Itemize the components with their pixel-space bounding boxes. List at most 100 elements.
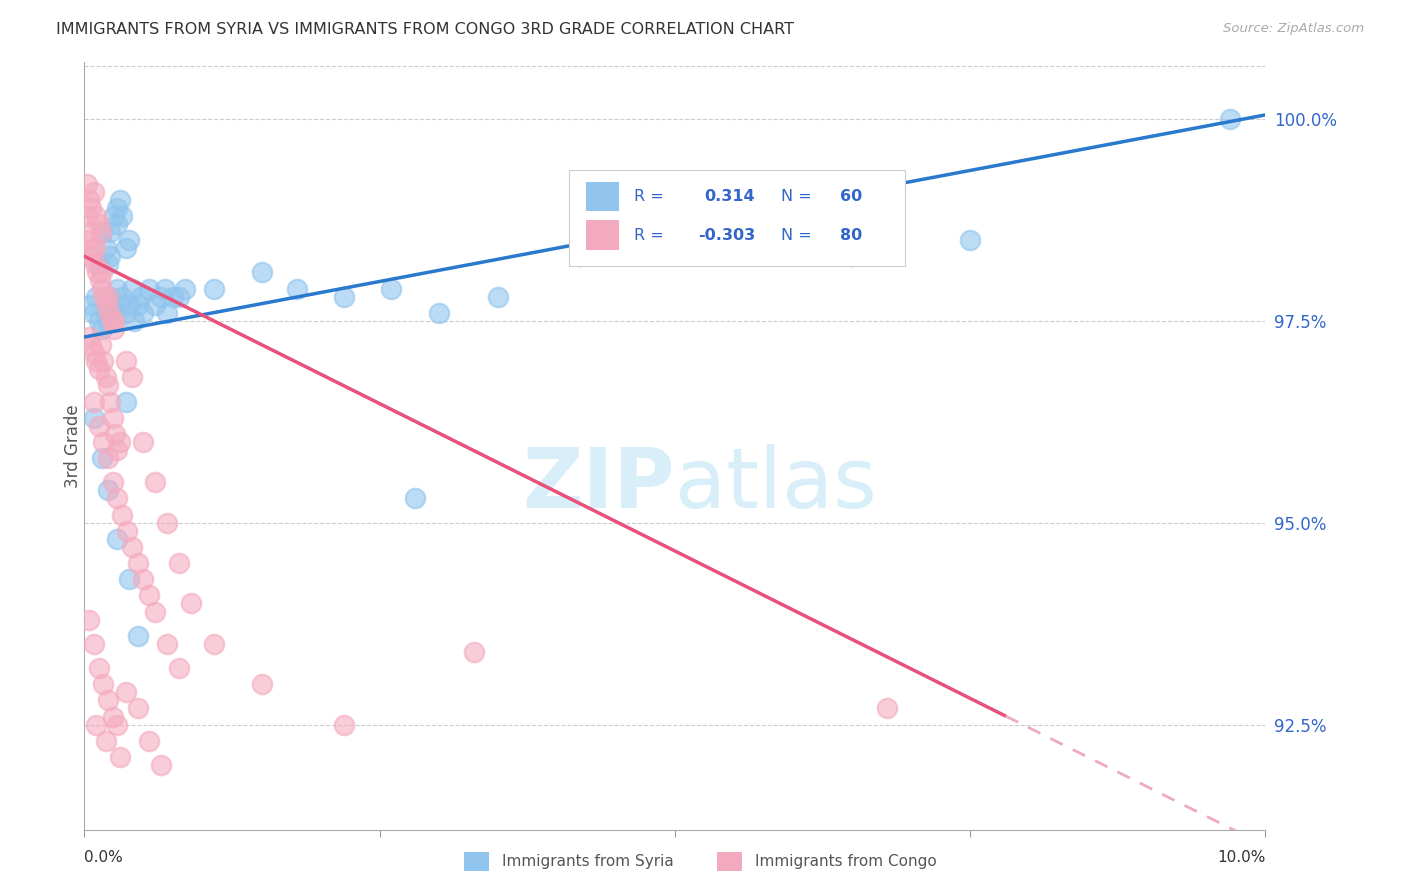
Point: [91, 281, 114, 295]
Point: [86, 265, 108, 279]
Point: [427, 306, 450, 320]
Point: [84, 209, 107, 223]
Point: [122, 314, 145, 328]
Point: [98, 249, 121, 263]
Point: [250, 265, 273, 279]
Point: [104, 426, 127, 441]
Point: [569, 249, 592, 263]
Point: [84, 354, 107, 368]
Point: [101, 410, 124, 425]
Point: [94, 241, 117, 255]
Point: [115, 524, 138, 538]
Point: [84, 717, 107, 731]
Point: [98, 225, 121, 239]
Point: [129, 290, 152, 304]
Point: [87, 314, 110, 328]
Point: [121, 540, 143, 554]
Y-axis label: 3rd Grade: 3rd Grade: [65, 404, 82, 488]
Point: [132, 306, 155, 320]
Point: [80, 338, 103, 352]
Point: [333, 290, 356, 304]
Point: [91, 354, 114, 368]
Point: [87, 362, 110, 376]
Point: [77, 330, 100, 344]
Point: [97, 693, 120, 707]
Text: N =: N =: [782, 189, 811, 204]
Point: [333, 717, 356, 731]
Point: [83, 410, 105, 425]
Point: [98, 306, 121, 320]
Point: [97, 257, 120, 271]
Point: [76, 177, 98, 191]
Point: [91, 265, 114, 279]
Point: [250, 677, 273, 691]
Point: [77, 193, 100, 207]
Point: [132, 572, 155, 586]
Point: [202, 637, 225, 651]
Point: [150, 290, 173, 304]
Text: 10.0%: 10.0%: [1218, 850, 1265, 864]
Point: [143, 475, 166, 490]
Point: [876, 701, 898, 715]
Point: [97, 483, 120, 498]
Point: [153, 281, 176, 295]
Point: [79, 225, 101, 239]
Point: [167, 556, 190, 570]
Point: [138, 281, 160, 295]
Point: [79, 249, 101, 263]
Point: [107, 532, 129, 546]
Text: -0.303: -0.303: [699, 227, 756, 243]
Point: [138, 588, 160, 602]
Point: [132, 434, 155, 449]
Point: [127, 701, 149, 715]
Text: Immigrants from Congo: Immigrants from Congo: [755, 855, 936, 869]
Point: [87, 661, 110, 675]
Point: [167, 290, 190, 304]
Point: [156, 516, 179, 530]
Point: [121, 281, 143, 295]
Point: [87, 257, 110, 271]
Point: [90, 338, 112, 352]
Point: [118, 298, 141, 312]
Point: [76, 209, 98, 223]
Point: [94, 733, 117, 747]
Point: [127, 556, 149, 570]
Text: atlas: atlas: [675, 444, 876, 524]
Point: [127, 629, 149, 643]
Point: [127, 298, 149, 312]
Point: [723, 225, 745, 239]
Point: [107, 491, 129, 506]
Point: [107, 217, 129, 231]
Point: [90, 225, 112, 239]
Point: [98, 290, 121, 304]
Point: [173, 281, 195, 295]
Point: [114, 394, 136, 409]
Point: [103, 322, 125, 336]
Point: [180, 597, 202, 611]
Point: [97, 378, 120, 392]
Point: [1219, 112, 1241, 126]
Point: [91, 225, 114, 239]
Point: [77, 233, 100, 247]
Point: [91, 434, 114, 449]
Point: [101, 475, 124, 490]
Point: [83, 306, 105, 320]
Point: [98, 394, 121, 409]
Point: [404, 491, 426, 506]
Text: 0.314: 0.314: [704, 189, 755, 204]
Point: [97, 314, 120, 328]
Point: [103, 209, 125, 223]
Point: [91, 451, 114, 466]
Bar: [586, 182, 620, 211]
Text: 80: 80: [841, 227, 862, 243]
Point: [143, 298, 166, 312]
Point: [463, 645, 485, 659]
Point: [77, 613, 100, 627]
Point: [111, 209, 134, 223]
Point: [89, 273, 111, 287]
Point: [101, 709, 124, 723]
Point: [91, 677, 114, 691]
Point: [82, 241, 104, 255]
Point: [959, 233, 981, 247]
Bar: [586, 220, 620, 250]
